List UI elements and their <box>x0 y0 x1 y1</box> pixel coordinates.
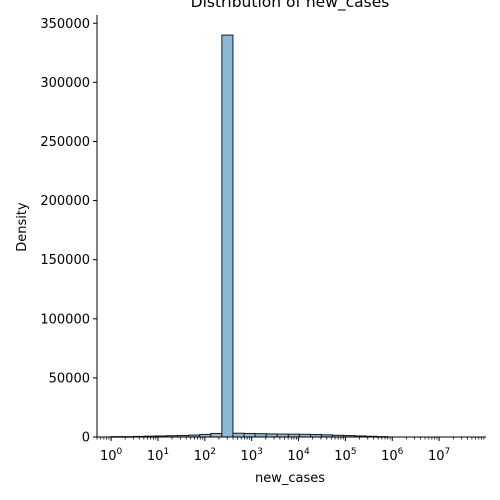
x-tick-label: 101 <box>147 447 169 464</box>
x-tick-label: 106 <box>381 447 404 464</box>
x-tick-label: 100 <box>100 447 123 464</box>
y-tick-label: 350000 <box>40 17 90 32</box>
y-axis-title: Density <box>15 202 30 252</box>
histogram-bar <box>210 432 223 438</box>
y-tick-label: 200000 <box>40 194 90 209</box>
x-tick-label: 103 <box>241 447 263 464</box>
x-tick-label: 105 <box>334 447 356 464</box>
x-tick-label: 104 <box>287 447 310 464</box>
x-tick-label: 107 <box>428 447 450 464</box>
y-tick-label: 0 <box>82 431 90 446</box>
histogram-bar <box>221 34 234 438</box>
chart-title: Distribution of new_cases <box>191 0 390 12</box>
y-tick-label: 150000 <box>40 253 90 268</box>
y-tick-label: 100000 <box>40 312 90 327</box>
histogram-bar <box>243 432 256 438</box>
bars-group <box>110 34 389 438</box>
y-tick-label: 50000 <box>49 371 90 386</box>
y-tick-label: 250000 <box>40 135 90 150</box>
axes-group: 0 50000 100000 150000 200000 250000 300000 3500… <box>40 15 486 464</box>
histogram-bar <box>232 432 245 438</box>
x-axis-title: new_cases <box>255 471 325 486</box>
x-tick-label: 102 <box>194 447 216 464</box>
y-tick-label: 300000 <box>40 76 90 91</box>
